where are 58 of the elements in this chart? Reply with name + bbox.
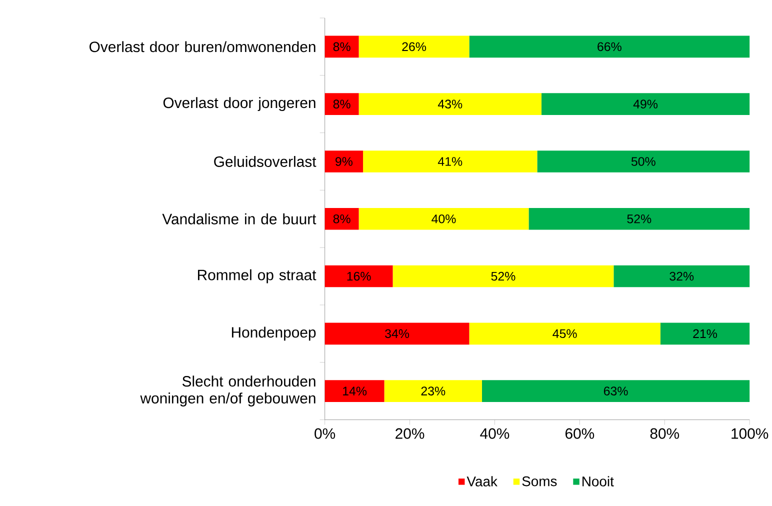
bar [469,322,660,345]
bar [358,93,542,116]
bar [384,380,482,402]
y-tick-label: Overlast door buren/omwonenden [90,41,316,52]
data-label: 50% [631,157,656,166]
x-tick-label: 100% [732,428,768,439]
bar [541,93,750,116]
data-label: 32% [670,272,694,281]
data-label: 9% [336,157,352,166]
bar [324,322,470,345]
x-tick-label: 20% [396,428,424,439]
x-tick-label: 40% [480,428,510,439]
bar [660,322,750,345]
bar [358,208,529,230]
y-tick-label: Hondenpoep [232,326,316,341]
data-label: 45% [552,329,577,338]
bar [363,150,538,173]
data-label: 26% [402,42,426,52]
data-label: 16% [347,272,371,281]
data-label: 52% [491,272,516,281]
bar [537,150,750,173]
legend-label: Vaak [466,476,498,487]
bar [528,208,750,230]
x-tick-label: 60% [565,428,594,439]
bar [324,380,384,402]
bar [469,36,750,58]
data-label: 8% [333,100,350,109]
bar [324,150,364,173]
y-tick-label: Vandalisme in de buurt [162,214,316,224]
y-tick-label: Geluidsoverlast [214,156,316,168]
data-label: 63% [604,386,628,396]
data-label: 41% [438,157,462,166]
bar [324,266,393,288]
data-label: 49% [633,100,658,109]
data-label: 8% [333,214,350,224]
data-label: 52% [627,214,652,224]
legend-label: Nooit [582,476,614,487]
x-tick-label: 80% [650,428,680,439]
bar [392,266,614,288]
bar [614,266,750,288]
y-tick-label: Overlast door jongeren [163,97,316,112]
data-label: 40% [432,214,456,224]
bar [324,93,359,116]
data-label: 23% [421,386,446,396]
bar [358,36,470,58]
bar [324,208,359,230]
data-label: 14% [343,386,367,396]
legend-label: Soms [522,476,557,486]
bar [482,380,750,402]
y-tick-label: Rommel op straat [198,269,316,284]
y-tick-label: Slecht onderhouden woningen en/of gebouwen [140,376,316,407]
data-label: 8% [333,42,350,52]
x-tick-label: 0% [314,428,336,439]
data-label: 34% [385,329,410,338]
data-label: 43% [438,100,462,109]
data-label: 21% [693,329,717,338]
bar [324,36,359,58]
data-label: 66% [598,42,622,52]
